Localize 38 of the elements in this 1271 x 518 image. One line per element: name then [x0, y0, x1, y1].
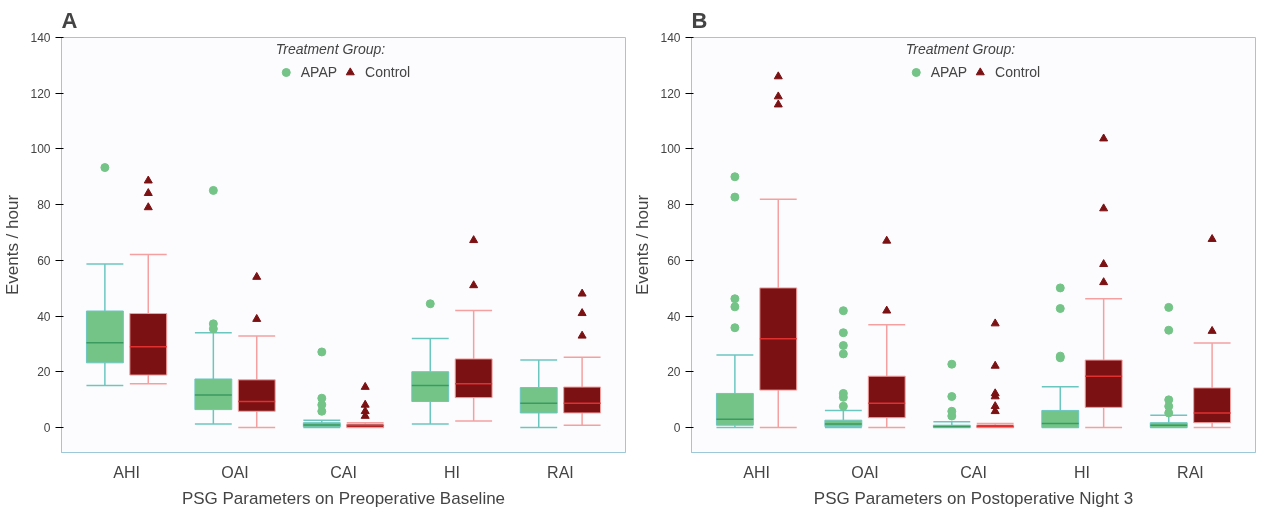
y-tick-label: 60 [667, 253, 681, 268]
legend-label: Control [995, 64, 1041, 80]
y-tick-label: 20 [37, 365, 51, 380]
y-tick-label: 80 [37, 198, 51, 213]
y-tick-label: 100 [30, 142, 51, 157]
y-tick-label: 40 [667, 309, 681, 324]
legend-label: APAP [930, 64, 968, 80]
y-tick-label: 0 [43, 420, 51, 435]
y-tick-label: 20 [667, 365, 681, 380]
legend-title: Treatment Group: [905, 41, 1017, 57]
x-tick-label: RAI [1177, 463, 1204, 481]
x-tick-label: HI [1073, 463, 1090, 481]
x-tick-label: AHI [113, 463, 140, 481]
x-tick-label: AHI [743, 463, 770, 481]
y-axis-title: Events / hour [3, 194, 23, 296]
y-tick-label: 140 [660, 31, 681, 45]
y-tick-label: 80 [667, 198, 681, 213]
y-tick-label: 140 [30, 31, 51, 45]
legend-label: Control [365, 64, 411, 80]
y-tick-label: 100 [660, 142, 681, 157]
y-axis-title: Events / hour [633, 194, 653, 296]
legend-label: APAP [300, 64, 338, 80]
x-tick-label: CAI [330, 463, 357, 481]
y-tick-label: 40 [37, 309, 51, 324]
x-tick-label: OAI [851, 463, 879, 481]
x-tick-label: HI [443, 463, 460, 481]
legend-title: Treatment Group: [275, 41, 387, 57]
chart-title: A [61, 7, 78, 33]
x-axis-title: PSG Parameters on Postoperative Night 3 [813, 488, 1134, 508]
x-tick-label: CAI [960, 463, 987, 481]
y-tick-label: 120 [660, 86, 681, 101]
y-tick-label: 60 [37, 253, 51, 268]
x-tick-label: RAI [547, 463, 574, 481]
y-tick-label: 0 [673, 420, 681, 435]
y-tick-label: 120 [30, 86, 51, 101]
x-axis-title: PSG Parameters on Preoperative Baseline [181, 488, 506, 508]
chart-title: B [691, 7, 708, 33]
x-tick-label: OAI [221, 463, 249, 481]
